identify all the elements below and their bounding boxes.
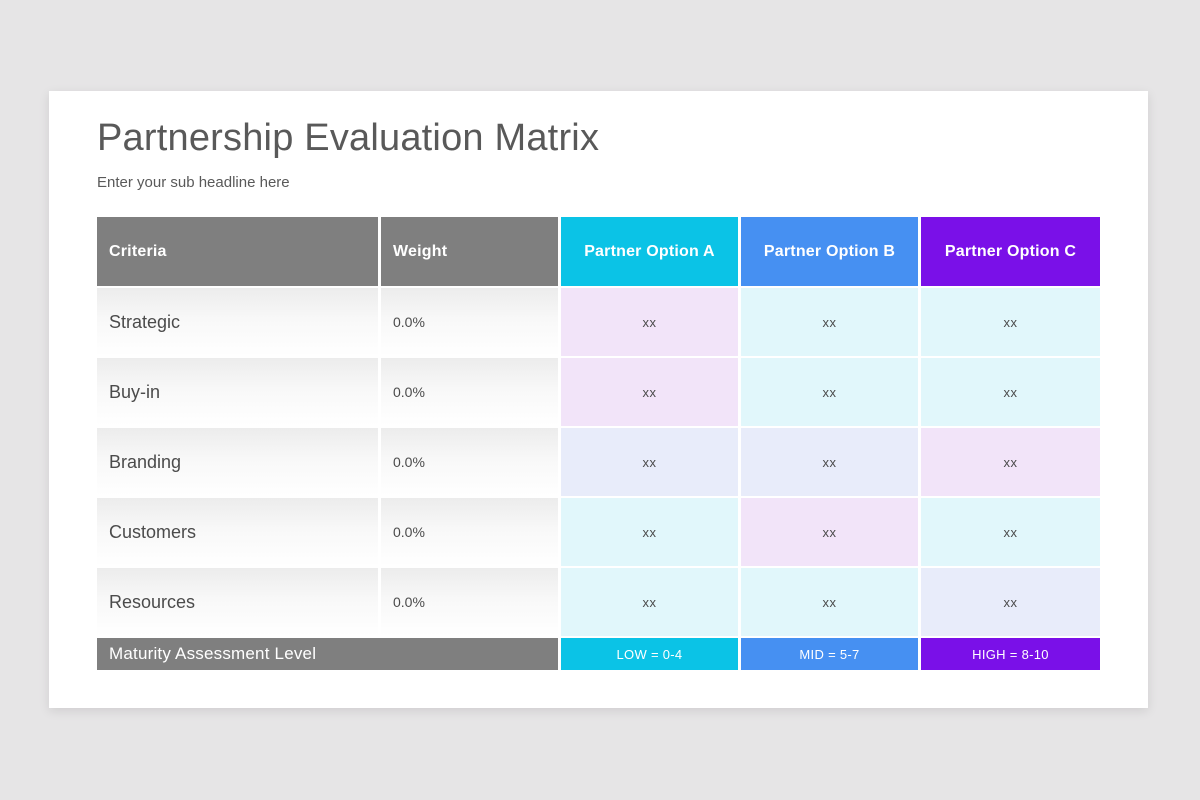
footer-badge-low: LOW = 0-4 <box>561 638 738 670</box>
score-cell-option-a: xx <box>561 568 738 636</box>
criteria-cell: Buy-in <box>97 358 378 426</box>
weight-cell: 0.0% <box>381 358 558 426</box>
score-cell-option-c: xx <box>921 428 1100 496</box>
criteria-cell: Branding <box>97 428 378 496</box>
column-header-criteria: Criteria <box>97 217 378 286</box>
criteria-cell: Customers <box>97 498 378 566</box>
score-cell-option-b: xx <box>741 498 918 566</box>
column-header-option-a: Partner Option A <box>561 217 738 286</box>
criteria-cell: Resources <box>97 568 378 636</box>
score-cell-option-c: xx <box>921 358 1100 426</box>
footer-badge-mid: MID = 5-7 <box>741 638 918 670</box>
score-cell-option-a: xx <box>561 358 738 426</box>
score-cell-option-c: xx <box>921 568 1100 636</box>
column-header-weight: Weight <box>381 217 558 286</box>
footer-maturity-label: Maturity Assessment Level <box>97 638 558 670</box>
column-header-option-c: Partner Option C <box>921 217 1100 286</box>
weight-cell: 0.0% <box>381 428 558 496</box>
score-cell-option-a: xx <box>561 428 738 496</box>
score-cell-option-c: xx <box>921 288 1100 356</box>
page-title: Partnership Evaluation Matrix <box>97 117 600 159</box>
slide-card: Partnership Evaluation Matrix Enter your… <box>49 91 1148 708</box>
weight-cell: 0.0% <box>381 498 558 566</box>
score-cell-option-b: xx <box>741 568 918 636</box>
footer-badge-high: HIGH = 8-10 <box>921 638 1100 670</box>
score-cell-option-b: xx <box>741 358 918 426</box>
score-cell-option-a: xx <box>561 498 738 566</box>
weight-cell: 0.0% <box>381 568 558 636</box>
score-cell-option-a: xx <box>561 288 738 356</box>
weight-cell: 0.0% <box>381 288 558 356</box>
score-cell-option-b: xx <box>741 428 918 496</box>
column-header-option-b: Partner Option B <box>741 217 918 286</box>
score-cell-option-c: xx <box>921 498 1100 566</box>
evaluation-matrix-table: Criteria Weight Partner Option A Partner Op… <box>97 217 1100 670</box>
score-cell-option-b: xx <box>741 288 918 356</box>
criteria-cell: Strategic <box>97 288 378 356</box>
page-subtitle: Enter your sub headline here <box>97 174 290 191</box>
